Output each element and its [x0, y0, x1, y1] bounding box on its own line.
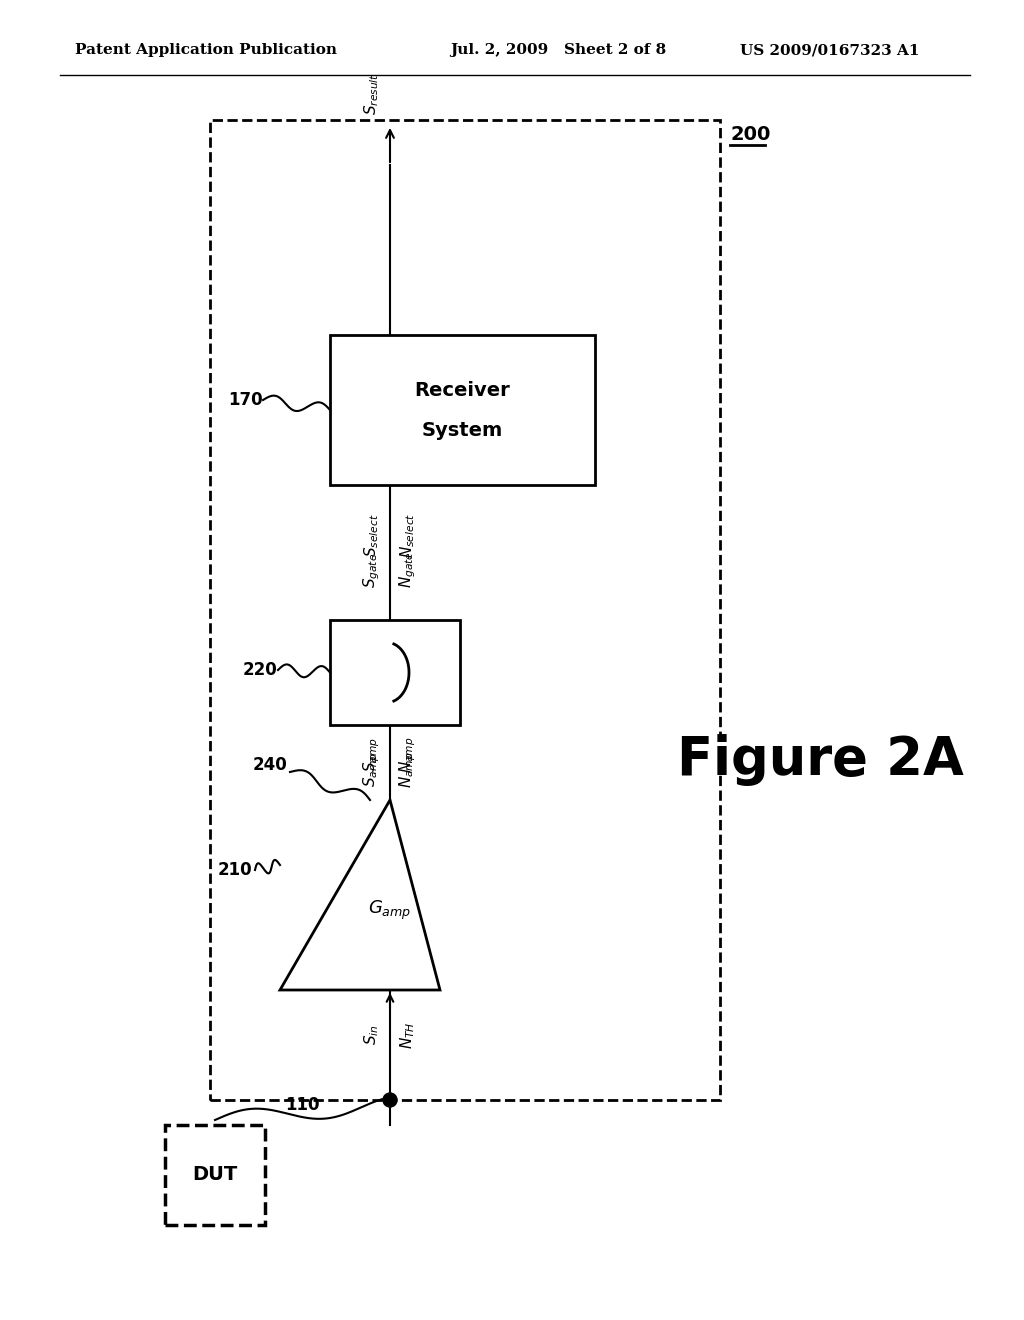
- Bar: [330, 620, 460, 725]
- Text: $N_{TH}$: $N_{TH}$: [398, 1022, 418, 1049]
- Polygon shape: [280, 800, 440, 990]
- Text: $S_{amp}$: $S_{amp}$: [361, 752, 382, 788]
- Text: $N_{gate}$: $N_{gate}$: [397, 552, 418, 589]
- Text: $S_{select}$: $S_{select}$: [362, 513, 381, 557]
- Bar: [210, 120, 720, 1100]
- Text: Jul. 2, 2009   Sheet 2 of 8: Jul. 2, 2009 Sheet 2 of 8: [450, 44, 667, 57]
- Text: $S_{amp}$: $S_{amp}$: [361, 738, 382, 772]
- Text: $N_{select}$: $N_{select}$: [398, 512, 418, 558]
- Text: $S_{in}$: $S_{in}$: [362, 1024, 381, 1045]
- Text: DUT: DUT: [193, 1166, 238, 1184]
- Text: 210: 210: [218, 861, 252, 879]
- Text: $S_{result}$: $S_{result}$: [362, 73, 381, 115]
- Text: Patent Application Publication: Patent Application Publication: [75, 44, 337, 57]
- Text: System: System: [422, 421, 503, 440]
- Text: 170: 170: [227, 391, 262, 409]
- Circle shape: [383, 1093, 397, 1107]
- Text: $N_{amp}$: $N_{amp}$: [397, 751, 418, 788]
- Text: Receiver: Receiver: [415, 380, 510, 400]
- Text: US 2009/0167323 A1: US 2009/0167323 A1: [740, 44, 920, 57]
- Text: 110: 110: [285, 1096, 319, 1114]
- Bar: [330, 335, 595, 484]
- Text: 200: 200: [730, 125, 770, 144]
- Text: Figure 2A: Figure 2A: [677, 734, 964, 785]
- Bar: [165, 1125, 265, 1225]
- Text: $N_{amp}$: $N_{amp}$: [397, 737, 418, 774]
- Text: $G_{amp}$: $G_{amp}$: [369, 899, 412, 921]
- Text: 220: 220: [243, 661, 278, 678]
- Text: 240: 240: [253, 756, 288, 774]
- Text: $S_{gate}$: $S_{gate}$: [361, 552, 382, 587]
